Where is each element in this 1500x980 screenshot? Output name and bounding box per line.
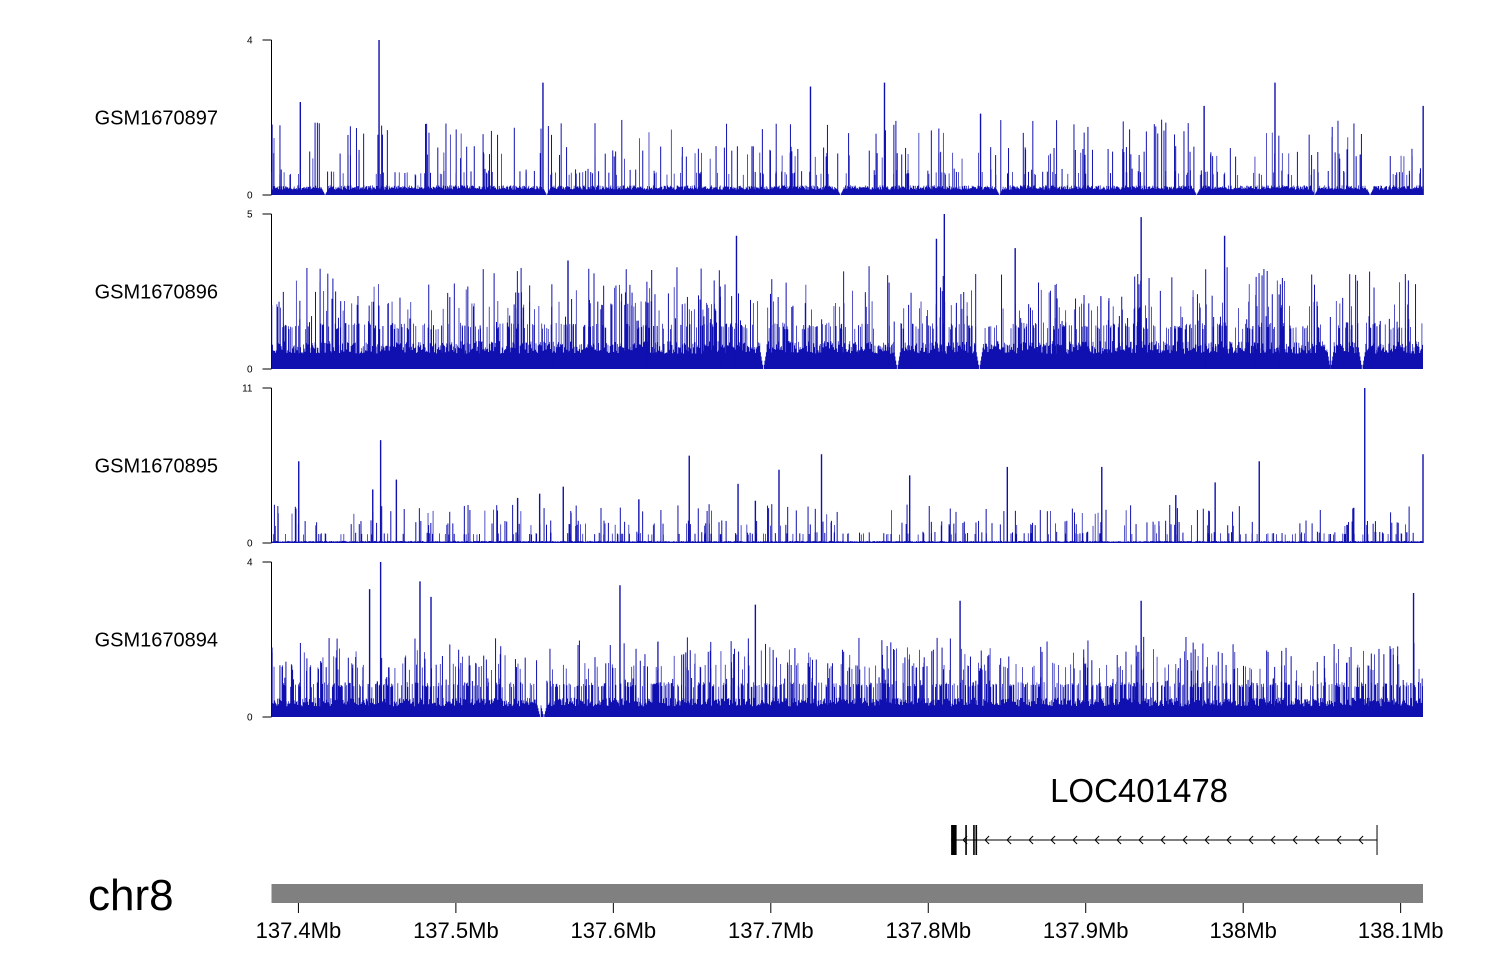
strand-arrow bbox=[1358, 835, 1364, 845]
strand-arrow bbox=[1270, 835, 1276, 845]
strand-arrow bbox=[1050, 835, 1056, 845]
track-label: GSM1670897 bbox=[95, 108, 218, 130]
chromosome-axis: chr8 137.4Mb 137.5Mb 137.6Mb 137.7Mb 137.8Mb 1… bbox=[88, 871, 1443, 943]
y-tick-label: 0 bbox=[247, 539, 253, 550]
x-tick-label: 137.5Mb bbox=[413, 918, 499, 943]
y-tick-label: 5 bbox=[247, 210, 253, 221]
strand-arrow bbox=[1204, 835, 1210, 845]
strand-arrow bbox=[1292, 835, 1298, 845]
strand-arrow bbox=[1226, 835, 1232, 845]
x-tick-label: 138.1Mb bbox=[1358, 918, 1444, 943]
x-tick-label: 137.7Mb bbox=[728, 918, 814, 943]
track-GSM1670896: GSM1670896 5 0 bbox=[95, 210, 1423, 376]
signal-area bbox=[271, 280, 1423, 369]
signal-area bbox=[271, 129, 1423, 195]
gene-label: LOC401478 bbox=[1050, 772, 1228, 809]
strand-arrow bbox=[1314, 835, 1320, 845]
y-tick-label: 0 bbox=[247, 713, 253, 724]
y-tick-label: 0 bbox=[247, 365, 253, 376]
y-tick-label: 0 bbox=[247, 191, 253, 202]
track-GSM1670897: GSM1670897 4 0 bbox=[95, 36, 1424, 202]
track-label: GSM1670896 bbox=[95, 282, 218, 304]
strand-arrow bbox=[1028, 835, 1034, 845]
strand-arrow bbox=[1336, 835, 1342, 845]
x-tick-label: 137.6Mb bbox=[571, 918, 657, 943]
strand-arrow bbox=[1138, 835, 1144, 845]
x-tick-label: 137.9Mb bbox=[1043, 918, 1129, 943]
strand-arrow bbox=[1182, 835, 1188, 845]
x-tick-label: 137.4Mb bbox=[256, 918, 342, 943]
y-tick-label: 4 bbox=[247, 558, 253, 569]
gene-exon bbox=[965, 825, 967, 855]
track-GSM1670894: GSM1670894 4 0 bbox=[95, 558, 1423, 724]
chromosome-label: chr8 bbox=[88, 871, 174, 920]
strand-arrow bbox=[1072, 835, 1078, 845]
y-tick-label: 11 bbox=[242, 384, 253, 395]
strand-arrow bbox=[1160, 835, 1166, 845]
strand-arrow bbox=[984, 835, 990, 845]
signal-area bbox=[271, 509, 1423, 543]
gene-exon bbox=[951, 825, 957, 855]
y-tick-label: 4 bbox=[247, 36, 253, 47]
strand-arrow bbox=[1006, 835, 1012, 845]
signal-area bbox=[271, 647, 1423, 717]
gene-exon bbox=[973, 825, 975, 855]
chromosome-ideogram bbox=[271, 884, 1423, 903]
strand-arrow bbox=[1094, 835, 1100, 845]
x-tick-label: 137.8Mb bbox=[885, 918, 971, 943]
gene-model: LOC401478 bbox=[951, 772, 1378, 855]
track-label: GSM1670894 bbox=[95, 630, 218, 652]
strand-arrow bbox=[962, 835, 968, 845]
gene-exon bbox=[975, 825, 978, 855]
track-label: GSM1670895 bbox=[95, 456, 218, 478]
x-tick-label: 138Mb bbox=[1210, 918, 1277, 943]
strand-arrow bbox=[1116, 835, 1122, 845]
strand-arrow bbox=[1248, 835, 1254, 845]
track-GSM1670895: GSM1670895 11 0 bbox=[95, 384, 1424, 550]
